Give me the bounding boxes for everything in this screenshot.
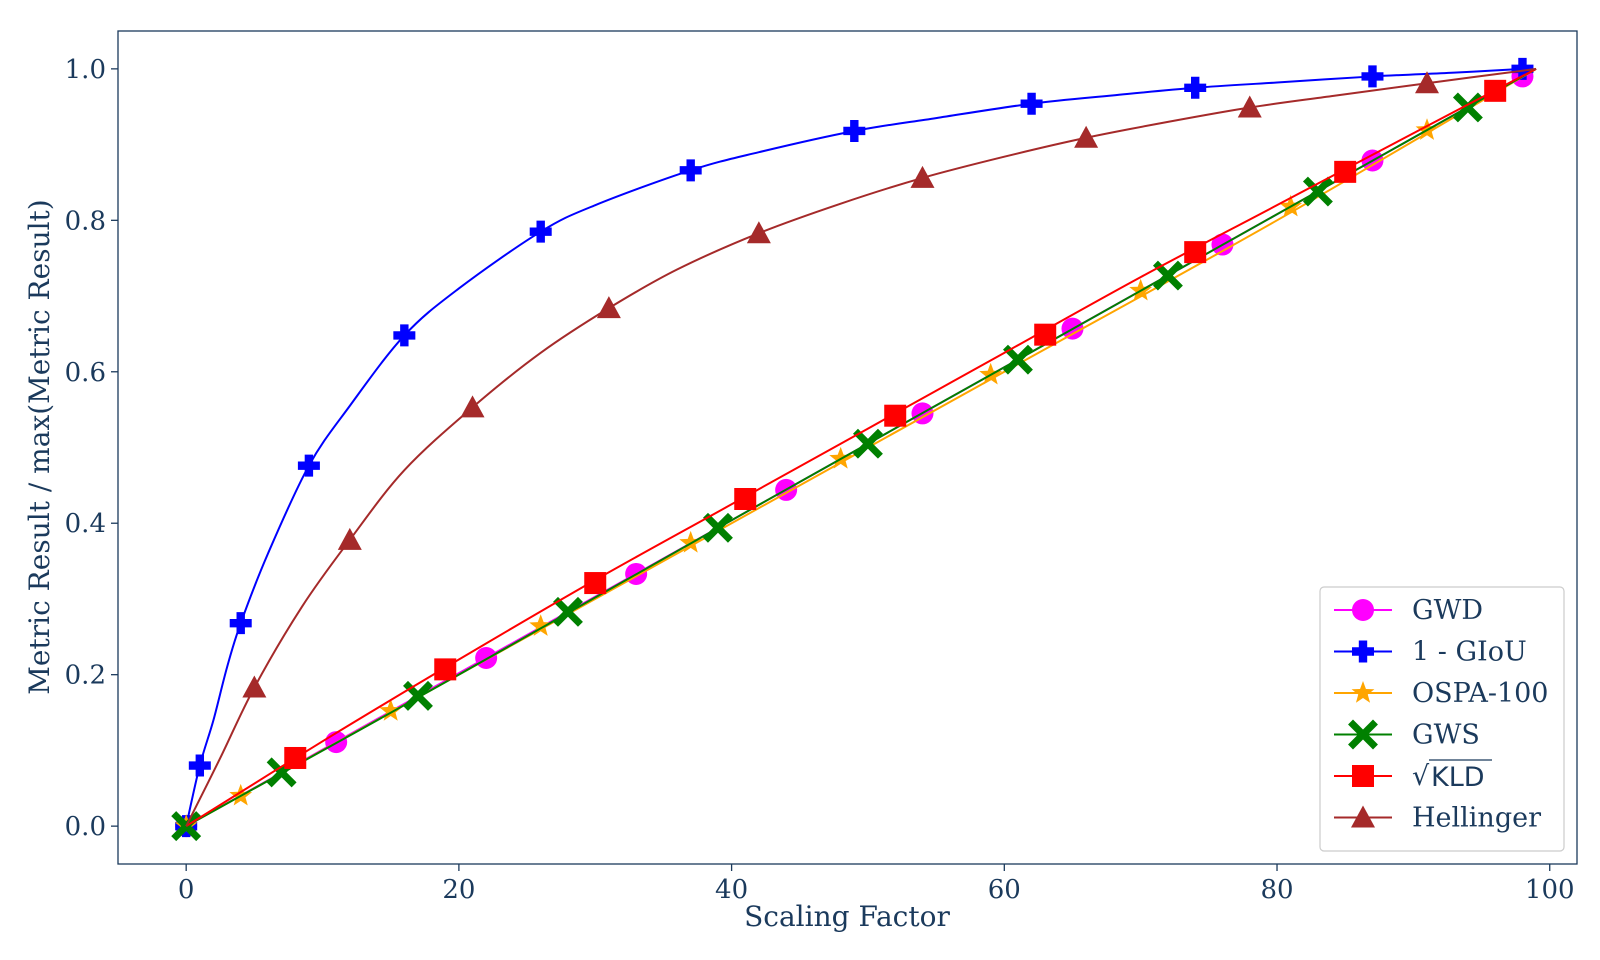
data-point-1-giou (529, 220, 552, 243)
data-point-hellinger (460, 395, 485, 418)
y-axis-label: Metric Result / max(Metric Result) (23, 199, 56, 694)
data-point-gws (853, 428, 883, 459)
legend-marker (1352, 640, 1374, 663)
data-point-hellinger (746, 221, 771, 244)
legend-marker (1352, 599, 1374, 621)
legend-box (1319, 586, 1565, 852)
data-point-hellinger (1074, 125, 1099, 148)
x-tick-label: 40 (715, 875, 748, 905)
legend-label: GWD (1412, 595, 1483, 626)
series-sqrt-kld (185, 67, 1537, 827)
series-line-sqrt-kld (185, 67, 1537, 827)
data-point-gws (1152, 260, 1183, 291)
ticks-layer: 0 20 40 60 80 100 0.0 0.2 0.4 0.6 0.8 1.0 (65, 55, 1575, 905)
data-point-1-giou (843, 119, 866, 142)
x-tick-label: 100 (1525, 875, 1575, 905)
legend-item-gwd: GWD (1334, 595, 1483, 626)
data-point-ospa-100 (829, 446, 853, 469)
y-tick-label: 0.2 (65, 661, 106, 691)
legend-label: Hellinger (1412, 803, 1541, 834)
legend-label: OSPA-100 (1412, 678, 1548, 709)
data-point-sqrt-kld (284, 746, 307, 769)
data-point-ospa-100 (529, 614, 553, 636)
legend-label: GWS (1412, 720, 1480, 751)
series-hellinger (185, 67, 1537, 827)
data-point-hellinger (337, 527, 362, 550)
legend-item-gws: GWS (1334, 720, 1480, 751)
data-point-1-giou (1184, 76, 1207, 99)
data-point-1-giou (1020, 92, 1043, 115)
data-point-ospa-100 (679, 530, 703, 553)
data-point-1-giou (297, 454, 320, 477)
legend: GWD 1 - GIoU OSPA-100 GWS √ KLD Hellinger (1319, 586, 1565, 852)
data-point-ospa-100 (379, 699, 403, 721)
data-point-sqrt-kld (734, 487, 757, 510)
data-point-gws (1302, 176, 1333, 207)
x-tick-label: 60 (988, 875, 1021, 905)
x-axis-label: Scaling Factor (744, 900, 950, 933)
data-point-sqrt-kld (1034, 323, 1057, 346)
data-point-gws (1002, 344, 1033, 375)
data-point-hellinger (1415, 71, 1440, 94)
legend-label: KLD (1431, 762, 1485, 793)
data-point-1-giou (393, 324, 416, 347)
legend-marker (1348, 719, 1378, 750)
y-tick-label: 1.0 (65, 55, 106, 85)
data-point-hellinger (596, 296, 621, 319)
data-point-sqrt-kld (434, 658, 457, 681)
data-point-sqrt-kld (884, 404, 907, 427)
data-point-hellinger (242, 675, 267, 698)
data-point-hellinger (910, 165, 935, 188)
legend-item-1-giou: 1 - GIoU (1334, 637, 1527, 668)
x-tick-label: 0 (178, 875, 195, 905)
data-point-1-giou (229, 612, 252, 635)
y-tick-label: 0.8 (65, 206, 106, 236)
data-point-1-giou (188, 754, 211, 777)
data-point-ospa-100 (979, 362, 1003, 385)
legend-marker (1352, 765, 1374, 787)
legend-marker (1351, 805, 1375, 828)
legend-item-ospa-100: OSPA-100 (1334, 678, 1548, 709)
x-tick-label: 80 (1260, 875, 1293, 905)
legend-item-sqrt-kld: √ KLD (1334, 759, 1492, 793)
y-tick-label: 0.4 (65, 509, 106, 539)
data-point-ospa-100 (229, 783, 253, 806)
data-point-sqrt-kld (1484, 79, 1507, 102)
data-point-gws (403, 680, 433, 711)
data-point-hellinger (1237, 95, 1262, 118)
data-point-sqrt-kld (1334, 160, 1357, 183)
series-layer (171, 57, 1537, 842)
x-tick-label: 20 (442, 875, 475, 905)
plot-frame (117, 30, 1578, 865)
data-point-gwd (475, 647, 498, 670)
legend-label: 1 - GIoU (1412, 637, 1527, 668)
data-point-1-giou (679, 159, 702, 182)
series-gws (171, 67, 1537, 842)
legend-sqrt-symbol: √ (1412, 761, 1430, 792)
data-point-1-giou (1511, 57, 1534, 80)
y-tick-label: 0.6 (65, 358, 106, 388)
data-point-gws (703, 512, 733, 543)
data-point-1-giou (1361, 65, 1384, 88)
legend-marker (1351, 681, 1375, 703)
data-point-gws (553, 596, 583, 627)
legend-item-hellinger: Hellinger (1334, 803, 1541, 834)
data-point-sqrt-kld (1184, 241, 1207, 264)
data-point-sqrt-kld (584, 572, 607, 595)
y-tick-label: 0.0 (65, 812, 106, 842)
data-point-ospa-100 (1129, 278, 1153, 301)
